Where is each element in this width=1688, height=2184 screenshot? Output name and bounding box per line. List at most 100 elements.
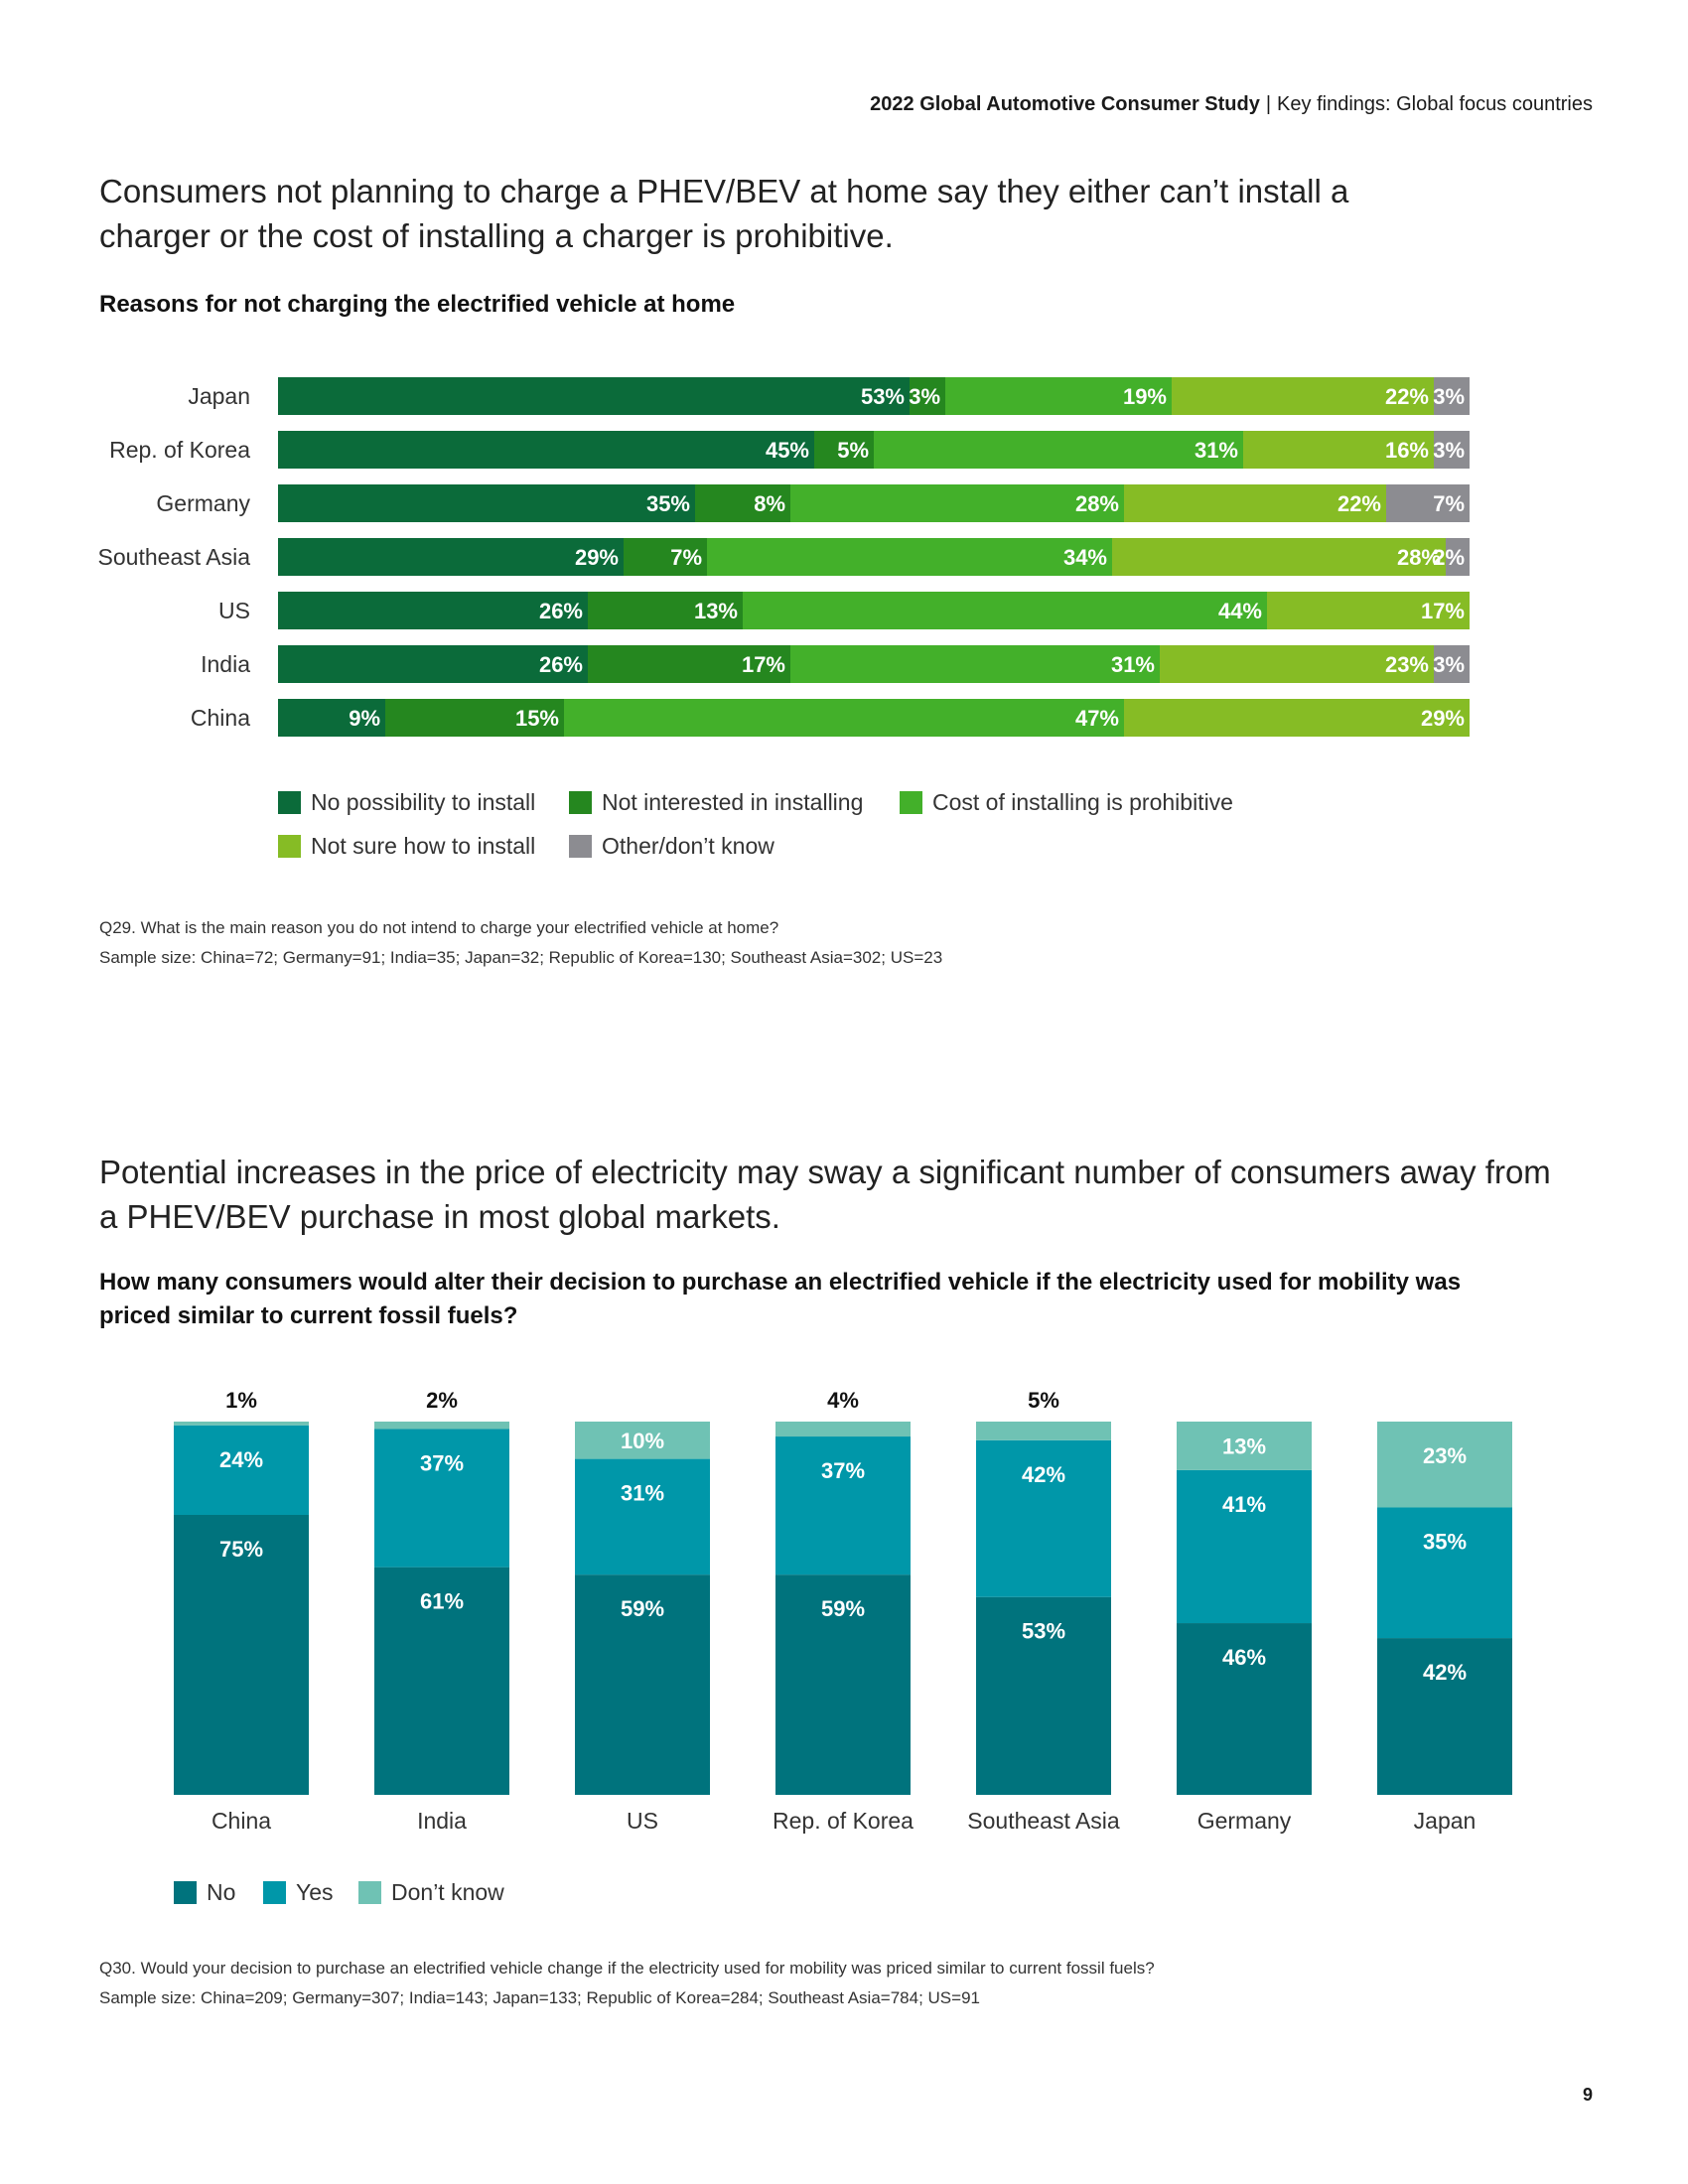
- data-label-japan-not-sure-how-to-install: 22%: [1385, 384, 1429, 409]
- data-label-japan-no: 42%: [1423, 1660, 1467, 1685]
- footnote-sample-size: Sample size: China=209; Germany=307; Ind…: [99, 1988, 980, 2007]
- bar-segment-india-not-interested-in-installing: [588, 645, 790, 683]
- section1-headline: Consumers not planning to charge a PHEV/…: [99, 169, 1348, 258]
- data-label-india-other-don-t-know: 3%: [1433, 652, 1465, 677]
- bar-segment-rep-of-korea-don-t-know: [775, 1422, 911, 1437]
- legend-label: Not interested in installing: [602, 789, 864, 815]
- legend-item-cost-prohibitive: Cost of installing is prohibitive: [900, 789, 1233, 816]
- page-number: 9: [1582, 2085, 1593, 2105]
- category-label-us: US: [218, 598, 250, 623]
- data-label-japan-don-t-know: 23%: [1423, 1443, 1467, 1468]
- data-label-germany-cost-of-installing-is-prohibitive: 28%: [1075, 491, 1119, 516]
- bar-segment-southeast-asia-other-don-t-know: [1446, 538, 1470, 576]
- chart-electricity-price-decision: 75% 24% 1% China 61% 37% 2% India 59% 31% 10% US 59%…: [174, 1388, 1512, 1834]
- data-label-rep-of-korea-no-possibility-to-install: 45%: [766, 438, 809, 463]
- chart-reasons-not-charging: Japan 53% 3% 19% 22% 3%Rep. of Korea 45% 5% 31% 1…: [98, 377, 1470, 737]
- data-label-china-cost-of-installing-is-prohibitive: 47%: [1075, 706, 1119, 731]
- bar-segment-japan-other-don-t-know: [1434, 377, 1470, 415]
- bar-segment-rep-of-korea-no-possibility-to-install: [278, 431, 814, 469]
- data-label-india-not-sure-how-to-install: 23%: [1385, 652, 1429, 677]
- data-label-germany-other-don-t-know: 7%: [1433, 491, 1465, 516]
- legend-swatch: [278, 835, 301, 858]
- category-label-rep-of-korea: Rep. of Korea: [773, 1808, 914, 1834]
- bar-segment-india-no: [374, 1567, 509, 1795]
- legend-label: No: [207, 1879, 236, 1905]
- bar-segment-germany-cost-of-installing-is-prohibitive: [790, 484, 1124, 522]
- data-label-china-no: 75%: [219, 1537, 263, 1562]
- section2-subtitle-line2: priced similar to current fossil fuels?: [99, 1302, 518, 1329]
- data-label-rep-of-korea-cost-of-installing-is-prohibitive: 31%: [1195, 438, 1238, 463]
- data-label-us-no: 59%: [621, 1596, 664, 1621]
- bar-segment-china-no: [174, 1515, 309, 1795]
- bar-segment-southeast-asia-yes: [976, 1439, 1111, 1597]
- data-label-china-not-sure-how-to-install: 29%: [1421, 706, 1465, 731]
- legend-item-dont-know: Don’t know: [358, 1879, 504, 1906]
- bar-segment-japan-no: [1377, 1638, 1512, 1795]
- legend-swatch: [569, 835, 592, 858]
- category-label-southeast-asia: Southeast Asia: [98, 544, 251, 570]
- category-label-germany: Germany: [156, 490, 250, 516]
- data-label-germany-not-sure-how-to-install: 22%: [1337, 491, 1381, 516]
- bar-segment-southeast-asia-cost-of-installing-is-prohibitive: [707, 538, 1112, 576]
- data-label-germany-yes: 41%: [1222, 1492, 1266, 1517]
- bar-segment-india-cost-of-installing-is-prohibitive: [790, 645, 1160, 683]
- bar-segment-rep-of-korea-yes: [775, 1436, 911, 1575]
- data-label-germany-don-t-know: 13%: [1222, 1433, 1266, 1458]
- bar-segment-china-not-interested-in-installing: [385, 699, 564, 737]
- bar-segment-southeast-asia-not-interested-in-installing: [624, 538, 707, 576]
- data-label-southeast-asia-not-sure-how-to-install: 28%: [1397, 545, 1441, 570]
- data-label-india-don-t-know: 2%: [426, 1388, 458, 1413]
- category-label-rep-of-korea: Rep. of Korea: [109, 437, 250, 463]
- legend-item-yes: Yes: [263, 1879, 334, 1906]
- category-label-germany: Germany: [1197, 1808, 1292, 1834]
- bar-segment-india-other-don-t-know: [1434, 645, 1470, 683]
- data-label-southeast-asia-don-t-know: 5%: [1028, 1388, 1059, 1413]
- data-label-rep-of-korea-other-don-t-know: 3%: [1433, 438, 1465, 463]
- data-label-us-yes: 31%: [621, 1481, 664, 1506]
- data-label-china-don-t-know: 1%: [225, 1388, 257, 1413]
- bar-segment-us-no: [575, 1574, 710, 1795]
- section2-subtitle: How many consumers would alter their dec…: [99, 1266, 1461, 1333]
- section1-headline-line2: charger or the cost of installing a char…: [99, 217, 894, 254]
- legend-swatch: [900, 791, 922, 814]
- bar-segment-rep-of-korea-not-interested-in-installing: [814, 431, 874, 469]
- data-label-japan-cost-of-installing-is-prohibitive: 19%: [1123, 384, 1167, 409]
- data-label-us-cost-of-installing-is-prohibitive: 44%: [1218, 599, 1262, 623]
- data-label-japan-other-don-t-know: 3%: [1433, 384, 1465, 409]
- bar-segment-rep-of-korea-no: [775, 1574, 911, 1795]
- legend-item-no-possibility: No possibility to install: [278, 789, 535, 816]
- chart1-footnote: Q29. What is the main reason you do not …: [99, 913, 942, 973]
- category-label-india: India: [417, 1808, 467, 1834]
- data-label-germany-no: 46%: [1222, 1645, 1266, 1670]
- header-study-title: 2022 Global Automotive Consumer Study: [870, 93, 1260, 115]
- category-label-us: US: [627, 1808, 658, 1834]
- bar-segment-germany-no: [1177, 1623, 1312, 1795]
- legend-swatch: [278, 791, 301, 814]
- data-label-southeast-asia-cost-of-installing-is-prohibitive: 34%: [1063, 545, 1107, 570]
- chart2-legend: No Yes Don’t know: [174, 1879, 670, 1909]
- data-label-china-not-interested-in-installing: 15%: [515, 706, 559, 731]
- bar-segment-us-yes: [575, 1458, 710, 1575]
- chart2-footnote: Q30. Would your decision to purchase an …: [99, 1954, 1155, 2013]
- header-section: Key findings: Global focus countries: [1277, 93, 1593, 115]
- category-label-china: China: [191, 705, 250, 731]
- legend-swatch: [358, 1881, 381, 1904]
- legend-label: Not sure how to install: [311, 833, 536, 859]
- bar-segment-rep-of-korea-not-sure-how-to-install: [1243, 431, 1434, 469]
- bar-segment-china-cost-of-installing-is-prohibitive: [564, 699, 1124, 737]
- legend-label: No possibility to install: [311, 789, 536, 815]
- bar-segment-us-not-interested-in-installing: [588, 592, 743, 629]
- legend-swatch: [174, 1881, 197, 1904]
- section2-headline-line2: a PHEV/BEV purchase in most global marke…: [99, 1198, 780, 1235]
- section1-headline-line1: Consumers not planning to charge a PHEV/…: [99, 173, 1349, 209]
- bar-segment-japan-no-possibility-to-install: [278, 377, 910, 415]
- category-label-japan: Japan: [188, 383, 250, 409]
- chart1-legend: No possibility to install Not interested…: [278, 789, 1271, 869]
- page-header: 2022 Global Automotive Consumer Study | Ke…: [870, 93, 1593, 116]
- data-label-rep-of-korea-don-t-know: 4%: [827, 1388, 859, 1413]
- bar-segment-china-not-sure-how-to-install: [1124, 699, 1470, 737]
- bar-segment-us-not-sure-how-to-install: [1267, 592, 1470, 629]
- data-label-japan-not-interested-in-installing: 3%: [909, 384, 940, 409]
- bar-segment-japan-don-t-know: [1377, 1422, 1512, 1508]
- bar-segment-india-not-sure-how-to-install: [1160, 645, 1434, 683]
